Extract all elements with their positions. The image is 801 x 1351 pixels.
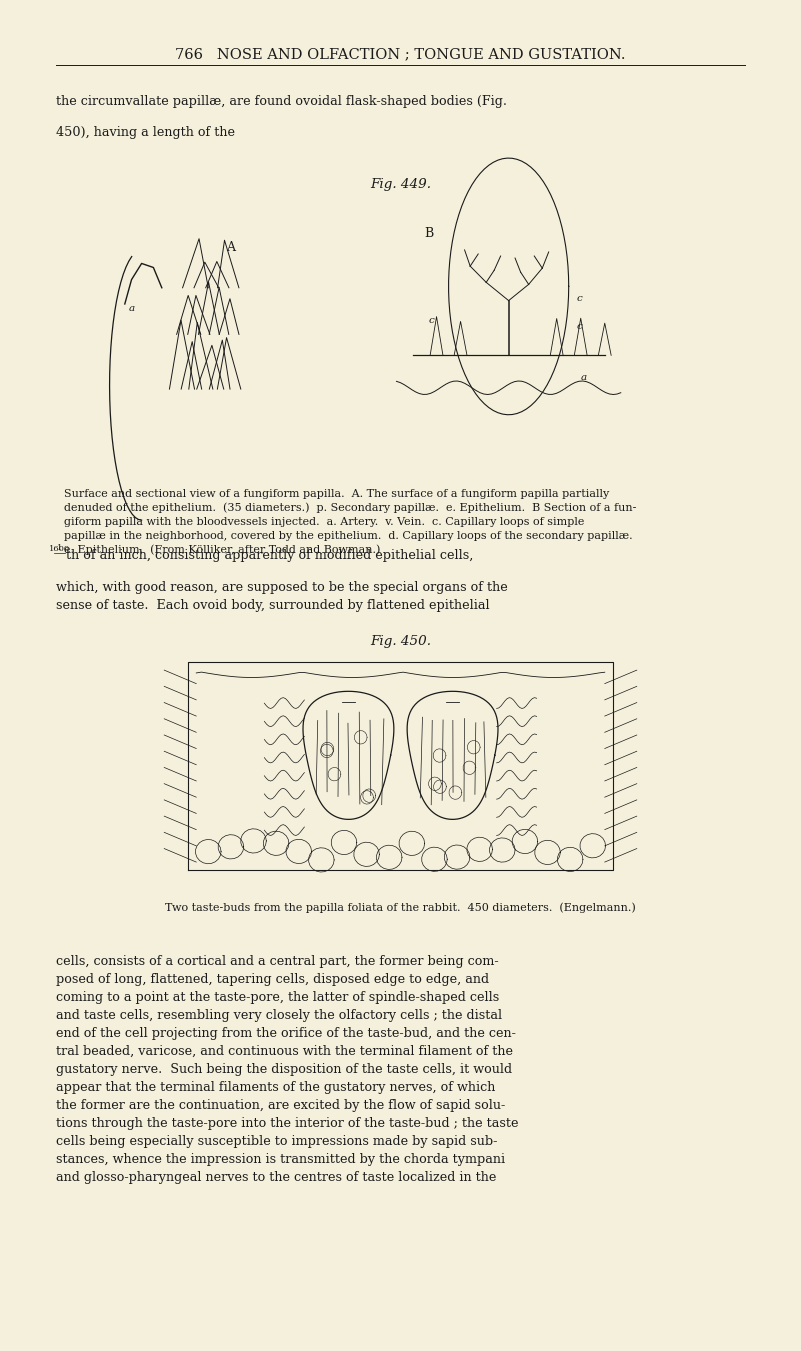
Text: c: c: [577, 295, 582, 303]
Text: 1600: 1600: [49, 544, 70, 553]
Text: A: A: [226, 240, 235, 254]
Text: Two taste-buds from the papilla foliata of the rabbit.  450 diameters.  (Engelma: Two taste-buds from the papilla foliata …: [165, 902, 636, 913]
Text: which, with good reason, are supposed to be the special organs of the
sense of t: which, with good reason, are supposed to…: [56, 581, 508, 612]
Text: cells, consists of a cortical and a central part, the former being com-
posed of: cells, consists of a cortical and a cent…: [56, 955, 518, 1185]
Text: c: c: [577, 323, 582, 331]
Text: c: c: [429, 316, 434, 326]
Text: 1: 1: [57, 544, 62, 553]
Text: th of an inch, consisting apparently of modified epithelial cells,: th of an inch, consisting apparently of …: [66, 549, 474, 562]
Text: B: B: [425, 227, 434, 240]
Text: the circumvallate papillæ, are found ovoidal flask-shaped bodies (Fig.: the circumvallate papillæ, are found ovo…: [56, 95, 507, 108]
Text: 450), having a length of the: 450), having a length of the: [56, 126, 239, 139]
Text: a: a: [128, 304, 135, 312]
Text: Fig. 449.: Fig. 449.: [370, 178, 431, 192]
Text: Surface and sectional view of a fungiform papilla.  A. The surface of a fungifor: Surface and sectional view of a fungifor…: [64, 489, 637, 555]
Text: a: a: [581, 373, 587, 382]
Text: 766   NOSE AND OLFACTION ; TONGUE AND GUSTATION.: 766 NOSE AND OLFACTION ; TONGUE AND GUST…: [175, 47, 626, 61]
Text: Fig. 450.: Fig. 450.: [370, 635, 431, 648]
